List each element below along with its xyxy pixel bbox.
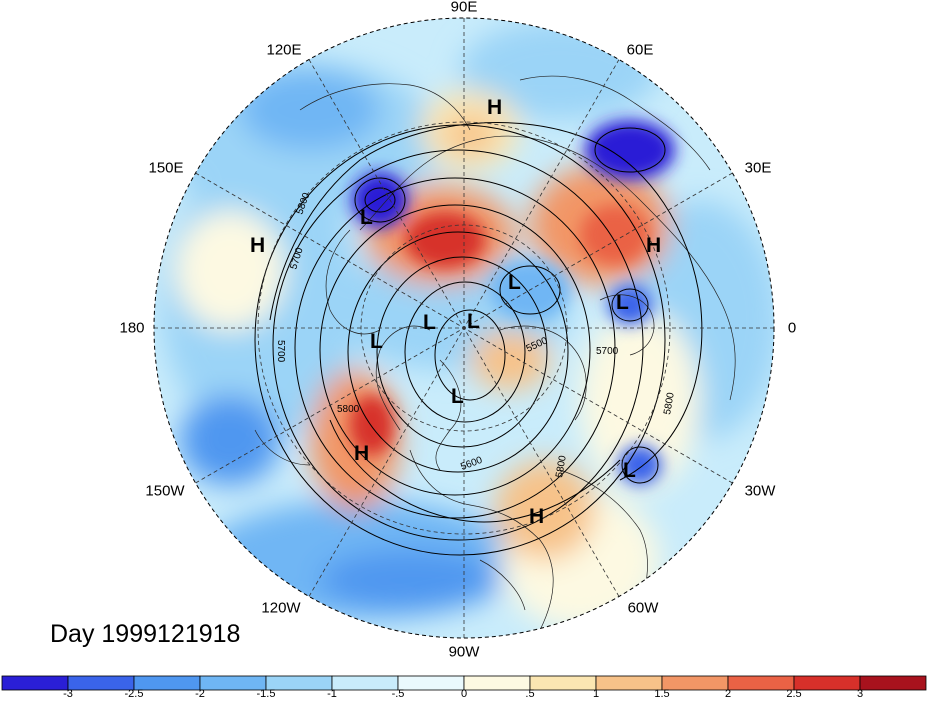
colorbar-tick-label: -2.5 bbox=[124, 688, 144, 700]
colorbar-swatch bbox=[331, 675, 399, 691]
colorbar-swatch bbox=[463, 675, 531, 691]
colorbar-tick-label: 0 bbox=[460, 688, 468, 700]
colorbar-swatch bbox=[727, 675, 795, 691]
low-marker: L bbox=[451, 385, 464, 408]
colorbar bbox=[1, 675, 927, 691]
lon-label-lower-right: 60W bbox=[627, 599, 659, 617]
colorbar-tick-label: -3 bbox=[63, 688, 73, 700]
colorbar-tick-label: 1.5 bbox=[654, 688, 670, 700]
colorbar-swatch bbox=[133, 675, 201, 691]
contour-label: 5700 bbox=[596, 346, 619, 357]
high-marker: H bbox=[646, 234, 661, 257]
lon-label-right-lower: 30W bbox=[744, 482, 776, 500]
low-marker: L bbox=[423, 311, 436, 334]
map-boundary bbox=[153, 17, 775, 639]
high-marker: H bbox=[487, 96, 502, 119]
contour-label: 5800 bbox=[662, 391, 677, 415]
colorbar-tick-label: 3 bbox=[856, 688, 864, 700]
colorbar-swatch bbox=[859, 675, 927, 691]
colorbar-swatch bbox=[1, 675, 69, 691]
graticule bbox=[154, 18, 774, 638]
colorbar-swatch bbox=[529, 675, 597, 691]
high-marker: H bbox=[354, 442, 369, 465]
contour-label: 5800 bbox=[337, 404, 360, 415]
lon-label-right-upper: 30E bbox=[744, 159, 772, 177]
colorbar-tick-label: -1.5 bbox=[256, 688, 276, 700]
lon-label-upper-left: 120E bbox=[266, 41, 302, 59]
lon-label-right: 0 bbox=[787, 319, 797, 337]
lon-label-left: 180 bbox=[119, 319, 145, 337]
day-label: Day 1999121918 bbox=[50, 620, 241, 648]
anomaly-field bbox=[154, 18, 774, 638]
high-marker: H bbox=[529, 505, 544, 528]
colorbar-tick-label: 2.5 bbox=[786, 688, 802, 700]
low-marker: L bbox=[467, 310, 480, 333]
low-marker: L bbox=[623, 459, 636, 482]
lon-label-lower-left: 120W bbox=[261, 599, 301, 617]
contour-label: 5700 bbox=[275, 340, 286, 363]
colorbar-tick-label: .5 bbox=[525, 688, 535, 700]
colorbar-tick-label: -2 bbox=[195, 688, 205, 700]
colorbar-swatch bbox=[661, 675, 729, 691]
pressure-systems: H H H H H L L L L L L L L bbox=[250, 96, 661, 528]
high-marker: H bbox=[250, 234, 265, 257]
height-contours bbox=[254, 122, 703, 556]
colorbar-tick-label: -.5 bbox=[391, 688, 405, 700]
colorbar-tick-label: -1 bbox=[327, 688, 337, 700]
colorbar-swatch bbox=[595, 675, 663, 691]
lon-label-upper-right: 60E bbox=[626, 41, 654, 59]
colorbar-swatch bbox=[793, 675, 861, 691]
low-marker: L bbox=[360, 206, 373, 229]
colorbar-tick-label: 1 bbox=[592, 688, 600, 700]
lon-label-bottom: 90W bbox=[448, 643, 480, 661]
low-marker: L bbox=[508, 271, 521, 294]
colorbar-swatch bbox=[265, 675, 333, 691]
colorbar-tick-label: 2 bbox=[724, 688, 732, 700]
contour-label: 5800 bbox=[554, 454, 569, 478]
lon-label-left-upper: 150E bbox=[148, 159, 184, 177]
colorbar-swatch bbox=[397, 675, 465, 691]
low-marker: L bbox=[370, 330, 383, 353]
low-marker: L bbox=[616, 291, 629, 314]
lon-label-left-lower: 150W bbox=[145, 482, 185, 500]
lon-label-top: 90E bbox=[450, 0, 478, 16]
